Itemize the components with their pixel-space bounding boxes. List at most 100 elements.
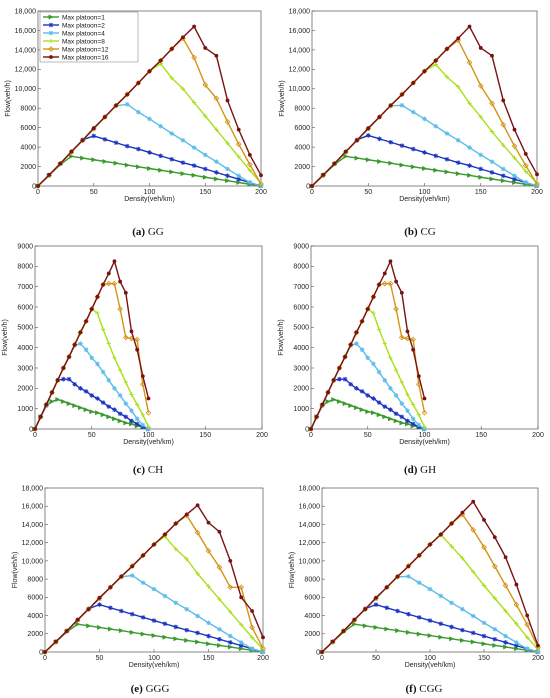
series-6 bbox=[309, 259, 427, 431]
data-point bbox=[202, 166, 208, 172]
data-point bbox=[108, 605, 113, 611]
data-point bbox=[422, 150, 427, 155]
y-tick-label: 12,000 bbox=[15, 67, 37, 74]
data-point bbox=[246, 161, 253, 168]
data-point bbox=[173, 546, 178, 552]
data-point bbox=[433, 167, 439, 173]
data-point bbox=[393, 306, 399, 312]
data-point bbox=[100, 400, 106, 405]
data-point bbox=[83, 389, 89, 394]
data-point bbox=[169, 169, 175, 175]
data-point bbox=[140, 615, 146, 620]
data-point bbox=[191, 54, 197, 61]
data-point bbox=[123, 290, 128, 295]
data-point bbox=[399, 414, 405, 420]
data-point bbox=[535, 649, 541, 655]
data-point bbox=[91, 157, 97, 163]
y-tick-label: 12,000 bbox=[299, 540, 321, 547]
data-point bbox=[108, 585, 113, 590]
data-point bbox=[382, 341, 387, 346]
data-point bbox=[191, 100, 197, 105]
data-point bbox=[141, 553, 146, 558]
data-point bbox=[365, 133, 371, 138]
data-point bbox=[388, 139, 394, 145]
y-tick-label: 8000 bbox=[294, 106, 310, 113]
data-point bbox=[195, 571, 200, 576]
data-point bbox=[89, 307, 94, 311]
data-point bbox=[477, 82, 484, 89]
y-tick-label: 5000 bbox=[293, 325, 309, 332]
data-point bbox=[360, 319, 364, 324]
data-point bbox=[410, 109, 416, 115]
data-point bbox=[195, 630, 200, 636]
data-point bbox=[151, 586, 157, 592]
data-point bbox=[489, 100, 495, 107]
data-point bbox=[106, 377, 112, 383]
data-point bbox=[522, 162, 529, 169]
data-point bbox=[195, 639, 201, 645]
legend-marker bbox=[48, 38, 54, 44]
series-line bbox=[311, 25, 538, 187]
data-point bbox=[535, 172, 539, 177]
data-point bbox=[449, 521, 454, 526]
data-point bbox=[78, 386, 83, 391]
data-point bbox=[343, 354, 347, 359]
data-point bbox=[195, 613, 200, 619]
data-point bbox=[145, 409, 152, 416]
plot-frame bbox=[34, 245, 263, 430]
data-point bbox=[236, 176, 241, 182]
data-point bbox=[422, 396, 427, 401]
data-point bbox=[214, 127, 219, 132]
y-tick-label: 14,000 bbox=[15, 47, 37, 54]
data-point bbox=[438, 621, 444, 627]
data-point bbox=[394, 279, 399, 284]
series-3 bbox=[32, 341, 151, 432]
data-point bbox=[421, 409, 428, 416]
data-point bbox=[140, 580, 146, 586]
data-point bbox=[354, 155, 360, 161]
legend-marker bbox=[49, 55, 53, 59]
data-point bbox=[205, 548, 212, 554]
data-point bbox=[158, 153, 163, 159]
data-point bbox=[129, 629, 136, 635]
data-point bbox=[206, 641, 212, 647]
data-point bbox=[206, 633, 211, 639]
data-point bbox=[225, 178, 231, 184]
x-tick-label: 150 bbox=[475, 432, 487, 439]
y-tick-label: 4000 bbox=[293, 345, 309, 352]
x-tick-label: 200 bbox=[256, 432, 268, 439]
data-point bbox=[449, 624, 454, 630]
data-point bbox=[192, 24, 197, 29]
x-axis-label: Density(veh/km) bbox=[123, 439, 174, 446]
y-tick-label: 0 bbox=[39, 649, 43, 656]
data-point bbox=[228, 558, 233, 563]
data-point bbox=[91, 126, 96, 131]
data-point bbox=[89, 393, 95, 398]
panel-caption: (f) CGG bbox=[406, 683, 443, 695]
data-point bbox=[129, 418, 134, 424]
x-tick-label: 0 bbox=[320, 655, 324, 662]
data-point bbox=[523, 152, 528, 156]
x-tick-label: 50 bbox=[90, 189, 98, 196]
data-point bbox=[492, 626, 498, 632]
data-point bbox=[503, 644, 509, 650]
data-point bbox=[399, 103, 405, 108]
data-point bbox=[72, 342, 77, 347]
data-point bbox=[100, 327, 106, 332]
data-point bbox=[249, 635, 255, 640]
data-point bbox=[83, 407, 89, 413]
data-point bbox=[478, 152, 484, 158]
chart-panel-5: 0 50 100 150 2000200040006000800010,00012,00… bbox=[12, 485, 269, 695]
data-point bbox=[460, 606, 465, 612]
data-point bbox=[444, 169, 450, 175]
data-point bbox=[428, 542, 432, 547]
data-point bbox=[416, 412, 422, 417]
data-point bbox=[191, 172, 197, 178]
x-tick-label: 200 bbox=[532, 432, 544, 439]
y-tick-label: 10,000 bbox=[289, 86, 311, 93]
y-tick-label: 6000 bbox=[20, 125, 36, 132]
data-point bbox=[69, 149, 74, 154]
data-point bbox=[169, 75, 174, 81]
data-point bbox=[105, 280, 112, 287]
